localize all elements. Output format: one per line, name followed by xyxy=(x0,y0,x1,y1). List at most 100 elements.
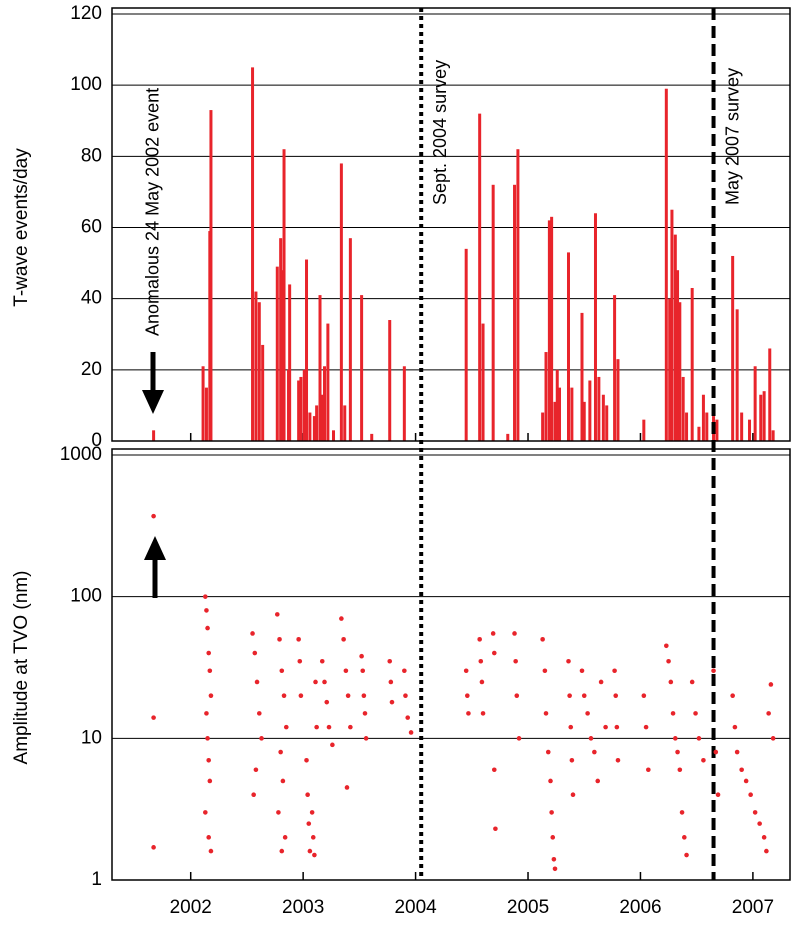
point xyxy=(388,679,394,685)
point xyxy=(389,699,395,705)
y-tick-label: 120 xyxy=(70,3,102,24)
point xyxy=(296,637,301,642)
point xyxy=(766,711,771,716)
point xyxy=(540,637,545,642)
point xyxy=(276,810,281,815)
point xyxy=(405,715,411,720)
point xyxy=(348,724,353,730)
y-tick-label: 0 xyxy=(91,430,102,451)
point xyxy=(208,693,214,698)
point xyxy=(612,668,617,674)
bar xyxy=(318,295,322,441)
bar xyxy=(312,416,316,441)
bar xyxy=(491,184,495,442)
annotation: Anomalous 24 May 2002 event xyxy=(142,88,162,336)
y-tick-label: 10 xyxy=(81,727,102,748)
point xyxy=(345,693,351,698)
point xyxy=(516,736,522,741)
bar xyxy=(566,252,570,441)
point xyxy=(387,658,393,664)
bar xyxy=(315,405,319,441)
point xyxy=(314,724,319,730)
point xyxy=(206,650,211,656)
point xyxy=(465,693,470,698)
point xyxy=(493,826,498,832)
point xyxy=(279,848,285,854)
point xyxy=(282,835,288,840)
point xyxy=(732,724,738,730)
point xyxy=(739,767,744,773)
point xyxy=(491,767,497,773)
bar xyxy=(558,387,562,441)
point xyxy=(319,658,325,664)
point xyxy=(466,711,471,716)
point xyxy=(542,668,548,674)
bar xyxy=(541,412,545,441)
bar xyxy=(478,113,482,441)
point xyxy=(313,679,318,685)
point xyxy=(764,848,769,854)
y-tick-label: 1 xyxy=(91,869,102,890)
point xyxy=(689,679,695,685)
point xyxy=(512,631,517,636)
point xyxy=(208,848,214,854)
point xyxy=(581,693,587,698)
point xyxy=(341,637,346,642)
bar xyxy=(580,312,584,441)
point xyxy=(545,749,551,755)
bar xyxy=(339,163,343,441)
point xyxy=(204,608,209,613)
point xyxy=(310,835,316,840)
bar xyxy=(681,376,685,441)
bar xyxy=(735,309,739,441)
point xyxy=(701,757,706,763)
point xyxy=(592,749,597,755)
bar xyxy=(209,110,213,441)
y-axis-label: T-wave events/day xyxy=(11,148,32,307)
point xyxy=(408,730,414,735)
bar xyxy=(593,213,597,441)
bar xyxy=(597,376,601,441)
point xyxy=(324,699,330,705)
point xyxy=(151,845,156,850)
arrow-head xyxy=(144,536,166,560)
point xyxy=(279,668,285,674)
point xyxy=(551,856,557,862)
arrow-head xyxy=(142,390,164,414)
bar xyxy=(616,359,620,441)
bar xyxy=(254,291,258,441)
bar xyxy=(261,344,265,441)
point xyxy=(748,792,753,798)
point xyxy=(734,749,740,755)
point xyxy=(305,792,310,798)
point xyxy=(254,679,260,685)
bar xyxy=(613,295,617,441)
point xyxy=(403,693,408,698)
point xyxy=(297,658,303,664)
bar xyxy=(481,323,485,441)
point xyxy=(359,653,364,659)
point xyxy=(548,778,553,784)
point xyxy=(579,668,585,674)
x-tick-label: 2003 xyxy=(282,897,324,918)
point xyxy=(679,810,685,815)
bar xyxy=(582,401,586,441)
y-tick-label: 80 xyxy=(81,145,102,166)
point xyxy=(304,757,309,763)
y-tick-label: 1000 xyxy=(60,444,102,465)
point xyxy=(206,835,211,840)
point xyxy=(477,637,482,642)
x-tick-label: 2004 xyxy=(394,897,437,918)
bar xyxy=(308,412,312,441)
bar xyxy=(513,184,517,442)
bar xyxy=(753,366,757,441)
y-tick-label: 20 xyxy=(81,359,102,380)
point xyxy=(569,757,575,763)
point xyxy=(730,693,735,698)
point xyxy=(207,778,213,784)
bar xyxy=(768,348,772,441)
bar xyxy=(670,209,674,441)
point xyxy=(362,711,368,716)
y-tick-label: 40 xyxy=(81,288,102,309)
point xyxy=(696,736,702,741)
